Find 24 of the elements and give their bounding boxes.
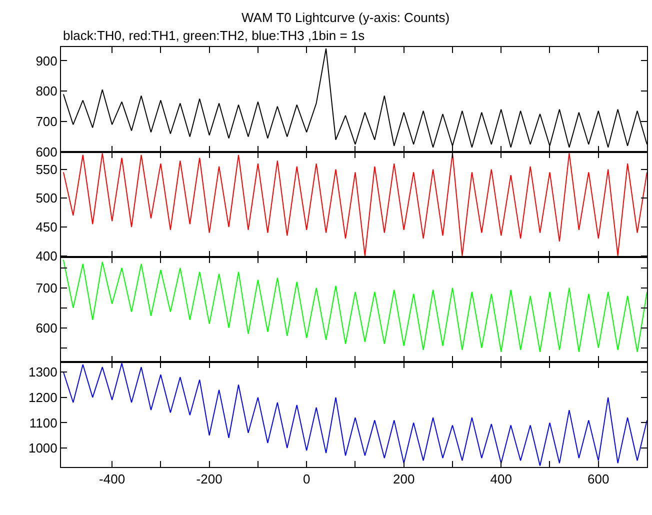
y-tick-label: 900: [36, 53, 58, 68]
x-tick-label: -400: [99, 472, 126, 487]
y-tick-label: 1000: [28, 440, 58, 456]
y-tick-label: 700: [36, 280, 58, 296]
y-tick-label: 550: [36, 162, 58, 177]
y-tick-label: 500: [36, 190, 58, 206]
y-tick-label: 1200: [28, 390, 58, 405]
y-tick-label: 600: [36, 144, 58, 160]
x-tick-label: 200: [393, 472, 415, 487]
chart-title: WAM T0 Lightcurve (y-axis: Counts): [242, 10, 450, 26]
y-tick-label: 700: [36, 114, 58, 130]
y-tick-label: 1300: [28, 364, 58, 380]
x-tick-label: -200: [196, 472, 222, 487]
y-tick-label: 800: [36, 84, 58, 99]
line-series: [62, 362, 647, 466]
line-series: [62, 259, 647, 352]
y-tick-label: 400: [36, 248, 58, 264]
y-tick-label: 600: [36, 320, 58, 336]
y-tick-label: 1100: [29, 415, 58, 430]
y-tick-label: 450: [36, 220, 58, 235]
x-tick-label: 600: [588, 472, 610, 487]
x-tick-label: 400: [490, 472, 512, 487]
x-tick-label: 0: [302, 472, 310, 487]
chart-subtitle: black:TH0, red:TH1, green:TH2, blue:TH3 ,1bin = 1s: [63, 28, 366, 43]
